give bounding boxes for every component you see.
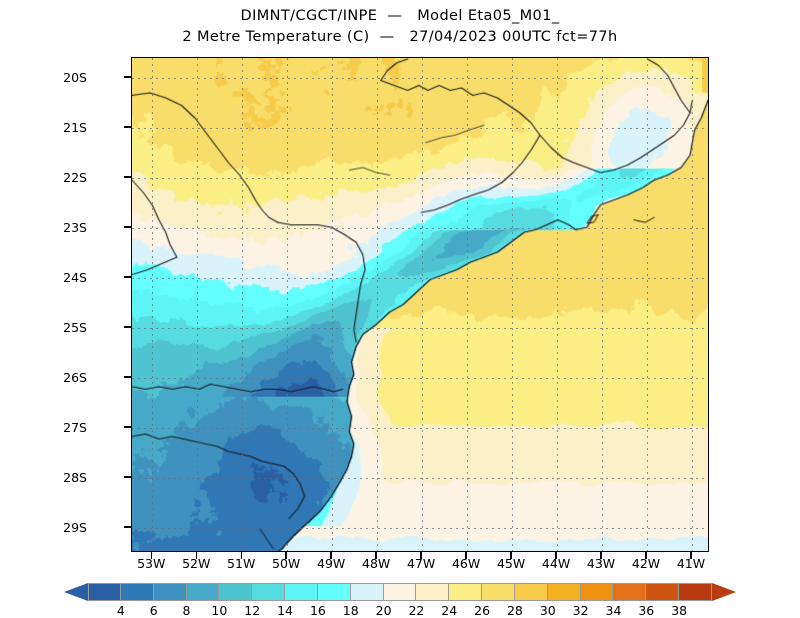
longitude-tick <box>285 552 287 559</box>
colorbar-over-arrow <box>712 583 736 601</box>
title-line-2: 2 Metre Temperature (C) — 27/04/2023 00U… <box>182 29 618 45</box>
longitude-tick <box>375 552 377 559</box>
latitude-tick <box>124 326 131 328</box>
longitude-label: 51W <box>227 556 256 571</box>
colorbar-band <box>679 583 712 601</box>
longitude-label: 49W <box>317 556 346 571</box>
longitude-label: 41W <box>676 556 706 571</box>
colorbar-band <box>153 583 187 601</box>
latitude-label: 28S <box>63 470 87 485</box>
longitude-label: 48W <box>362 556 391 571</box>
latitude-label: 22S <box>63 170 87 185</box>
colorbar-band <box>449 583 483 601</box>
latitude-tick <box>124 476 131 478</box>
longitude-tick <box>555 552 557 559</box>
latitude-tick <box>124 426 131 428</box>
longitude-label: 45W <box>496 556 526 571</box>
figure-title: DIMNT/CGCT/INPE — Model Eta05_M01_ 2 Met… <box>0 6 800 48</box>
colorbar-tick-label: 26 <box>474 603 491 618</box>
colorbar-band <box>580 583 614 601</box>
longitude-label: 43W <box>586 556 616 571</box>
colorbar-tick-label: 8 <box>182 603 191 618</box>
colorbar-tick-label: 10 <box>211 603 228 618</box>
colorbar-bands <box>88 583 712 601</box>
latitude-label: 24S <box>63 270 87 285</box>
latitude-label: 23S <box>63 220 87 235</box>
colorbar-tick-label: 20 <box>375 603 392 618</box>
colorbar-band <box>482 583 515 601</box>
colorbar-tick-label: 36 <box>638 603 655 618</box>
temperature-field-canvas <box>132 58 708 551</box>
colorbar-band <box>350 583 384 601</box>
colorbar-tick-label: 32 <box>572 603 589 618</box>
latitude-tick <box>124 126 131 128</box>
colorbar-tick-label: 30 <box>539 603 556 618</box>
colorbar-band <box>317 583 351 601</box>
longitude-label: 44W <box>541 556 571 571</box>
latitude-label: 20S <box>63 70 87 85</box>
latitude-label: 29S <box>63 520 87 535</box>
title-line-1: DIMNT/CGCT/INPE — Model Eta05_M01_ <box>240 8 560 24</box>
latitude-tick <box>124 176 131 178</box>
longitude-tick <box>330 552 332 559</box>
longitude-label: 46W <box>451 556 481 571</box>
colorbar-tick-label: 34 <box>605 603 622 618</box>
latitude-tick <box>124 526 131 528</box>
colorbar-tick-label: 4 <box>116 603 125 618</box>
colorbar-band <box>252 583 286 601</box>
longitude-tick <box>420 552 422 559</box>
longitude-tick <box>150 552 152 559</box>
latitude-tick <box>124 276 131 278</box>
colorbar-tick-label: 24 <box>441 603 458 618</box>
colorbar-tick-label: 38 <box>671 603 688 618</box>
latitude-tick <box>124 376 131 378</box>
colorbar-band <box>514 583 548 601</box>
colorbar-tick-label: 18 <box>342 603 359 618</box>
colorbar: 4 6 8 10 12 14 16 18 20 22 24 26 28 30 32 34 36 38 <box>0 583 800 618</box>
colorbar-band <box>88 583 121 601</box>
longitude-tick <box>600 552 602 559</box>
latitude-tick <box>124 76 131 78</box>
latitude-label: 27S <box>63 420 87 435</box>
colorbar-tick-label: 16 <box>309 603 326 618</box>
longitude-label: 52W <box>182 556 211 571</box>
colorbar-tick-label: 14 <box>277 603 293 618</box>
colorbar-band <box>120 583 154 601</box>
longitude-tick <box>690 552 692 559</box>
map-plot-area <box>131 57 709 552</box>
colorbar-tick-label: 12 <box>244 603 261 618</box>
latitude-label: 21S <box>63 120 87 135</box>
colorbar-band <box>285 583 318 601</box>
longitude-tick <box>465 552 467 559</box>
longitude-label: 50W <box>272 556 301 571</box>
longitude-tick <box>195 552 197 559</box>
colorbar-under-arrow <box>64 583 88 601</box>
latitude-label: 25S <box>63 320 87 335</box>
colorbar-band <box>219 583 253 601</box>
colorbar-band <box>646 583 680 601</box>
latitude-label: 26S <box>63 370 87 385</box>
longitude-label: 53W <box>137 556 166 571</box>
latitude-tick <box>124 226 131 228</box>
longitude-label: 47W <box>406 556 436 571</box>
longitude-tick <box>510 552 512 559</box>
colorbar-tick-label: 28 <box>506 603 523 618</box>
colorbar-band <box>416 583 450 601</box>
colorbar-band <box>613 583 647 601</box>
colorbar-tick-label: 6 <box>149 603 158 618</box>
colorbar-tick-label: 22 <box>408 603 425 618</box>
colorbar-band <box>383 583 417 601</box>
colorbar-band <box>547 583 581 601</box>
longitude-tick <box>240 552 242 559</box>
longitude-tick <box>645 552 647 559</box>
longitude-label: 42W <box>631 556 661 571</box>
colorbar-band <box>186 583 220 601</box>
